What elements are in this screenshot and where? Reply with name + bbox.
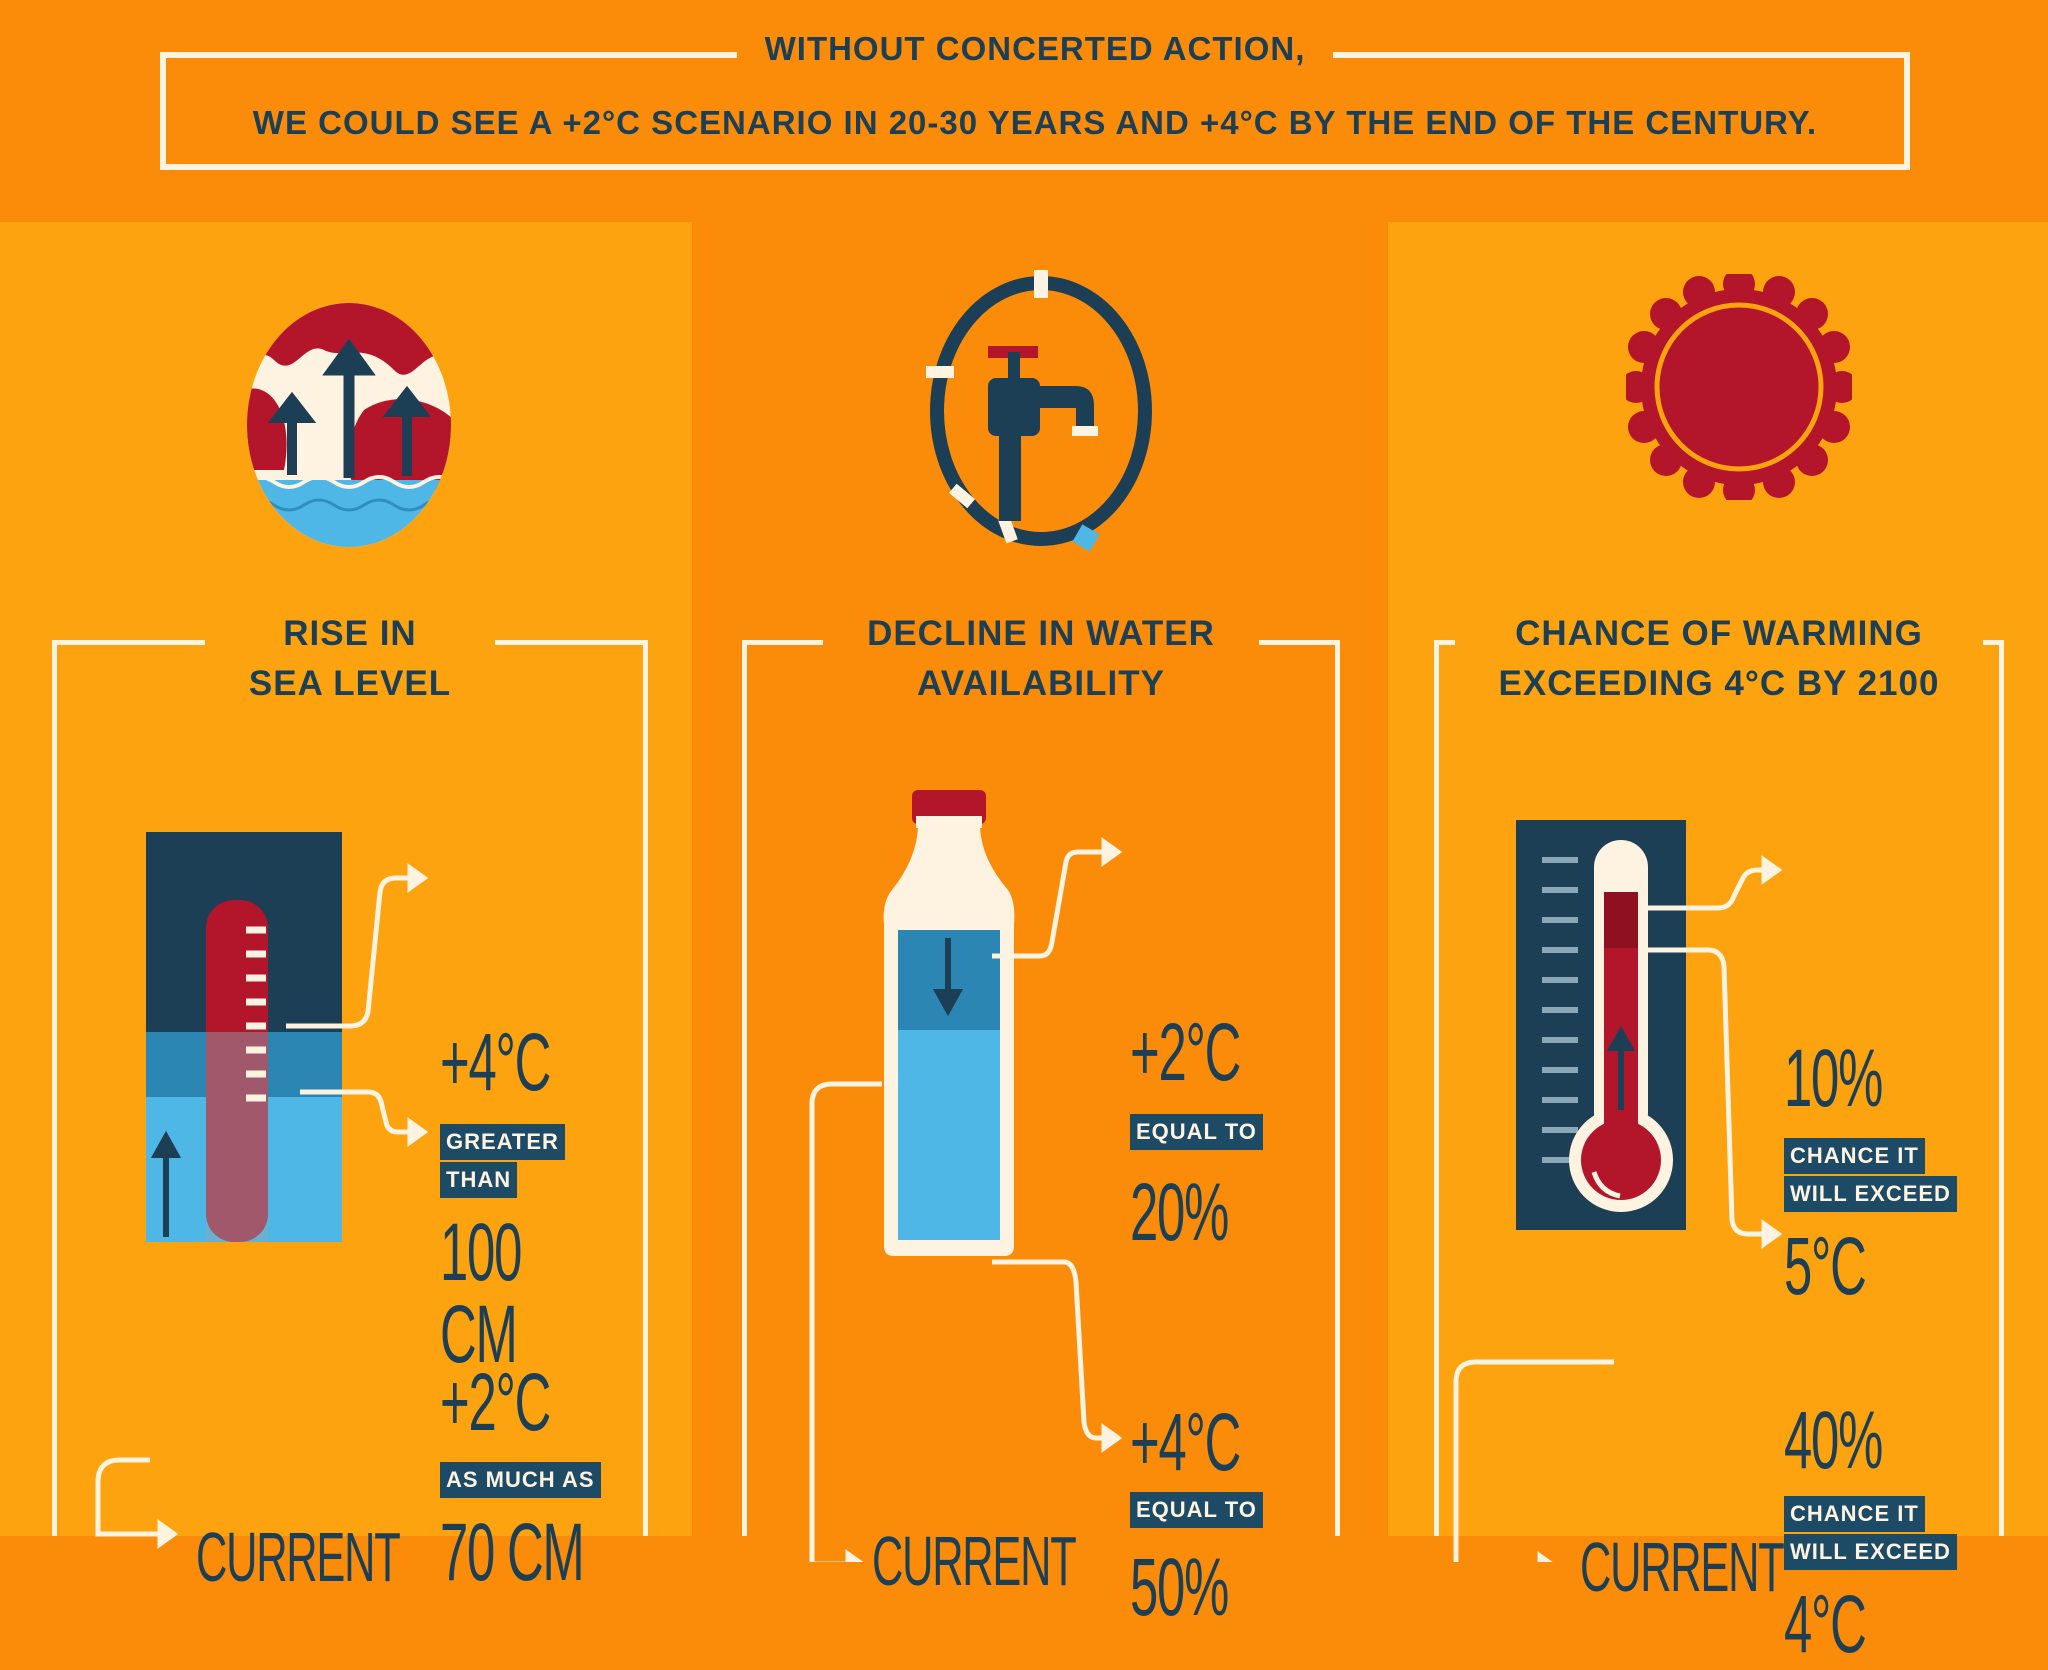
warming-current-label: CURRENT [1580, 1528, 1785, 1606]
water-title: DECLINE IN WATER AVAILABILITY [747, 609, 1335, 709]
warming-lower-value: 4°C [1784, 1579, 1867, 1670]
sea-level-title: RISE IN SEA LEVEL [57, 609, 643, 709]
sea-upper-value: 100 CM [440, 1207, 522, 1380]
warming-upper-pct: 10% [1784, 1033, 1883, 1124]
warming-lower-tag-2: WILL EXCEED [1784, 1534, 1957, 1570]
sea-level-gauge [146, 832, 342, 1242]
banner-line-1: WITHOUT CONCERTED ACTION, [166, 30, 1904, 68]
water-upper-value: 20% [1130, 1167, 1229, 1258]
warming-lower-tag-1: CHANCE IT [1784, 1496, 1925, 1532]
warming-upper-value: 5°C [1784, 1221, 1867, 1312]
warming-title: CHANCE OF WARMING EXCEEDING 4°C BY 2100 [1439, 609, 1999, 709]
water-bottle-icon [883, 790, 1015, 1256]
water-lower-temp: +4°C [1130, 1397, 1241, 1488]
warming-connectors [1453, 855, 1783, 1562]
sea-lower-tag-1: AS MUCH AS [440, 1462, 601, 1498]
globe-sea-rise-icon [247, 303, 451, 547]
banner-frame: WITHOUT CONCERTED ACTION, WE COULD SEE A… [160, 30, 1910, 170]
panel-sea-level: RISE IN SEA LEVEL +4°C GREATER THAN 100 C… [0, 222, 692, 1594]
sea-upper-temp: +4°C [440, 1017, 551, 1108]
water-upper-temp: +2°C [1130, 1007, 1241, 1098]
warming-lower-pct: 40% [1784, 1395, 1883, 1486]
sea-level-frame: RISE IN SEA LEVEL [52, 609, 648, 1536]
sun-icon [1626, 274, 1852, 500]
panel-water-availability: DECLINE IN WATER AVAILABILITY +2°C EQUAL … [692, 222, 1388, 1629]
water-lower-value: 50% [1130, 1542, 1229, 1633]
sea-level-connectors [95, 863, 429, 1549]
sea-upper-tag-1: GREATER [440, 1124, 565, 1160]
sea-current-label: CURRENT [196, 1518, 401, 1596]
water-lower-tag-1: EQUAL TO [1130, 1492, 1263, 1528]
thermometer-gauge [1516, 820, 1686, 1230]
water-connectors [809, 837, 1123, 1562]
sea-lower-temp: +2°C [440, 1357, 551, 1448]
water-current-label: CURRENT [872, 1522, 1077, 1600]
water-upper-tag-1: EQUAL TO [1130, 1114, 1263, 1150]
water-tap-icon [926, 270, 1152, 552]
warming-upper-tag-1: CHANCE IT [1784, 1138, 1925, 1174]
warming-upper-tag-2: WILL EXCEED [1784, 1176, 1957, 1212]
header-banner: WITHOUT CONCERTED ACTION, WE COULD SEE A… [0, 0, 2048, 222]
panel-warming-chance: CHANCE OF WARMING EXCEEDING 4°C BY 2100 [1388, 222, 2048, 1666]
banner-line-2: WE COULD SEE A +2°C SCENARIO IN 20-30 YE… [252, 104, 1818, 141]
warming-frame: CHANCE OF WARMING EXCEEDING 4°C BY 2100 [1434, 609, 2004, 1536]
water-frame: DECLINE IN WATER AVAILABILITY [742, 609, 1340, 1536]
sea-lower-value: 70 CM [440, 1507, 585, 1598]
sea-upper-tag-2: THAN [440, 1162, 518, 1198]
